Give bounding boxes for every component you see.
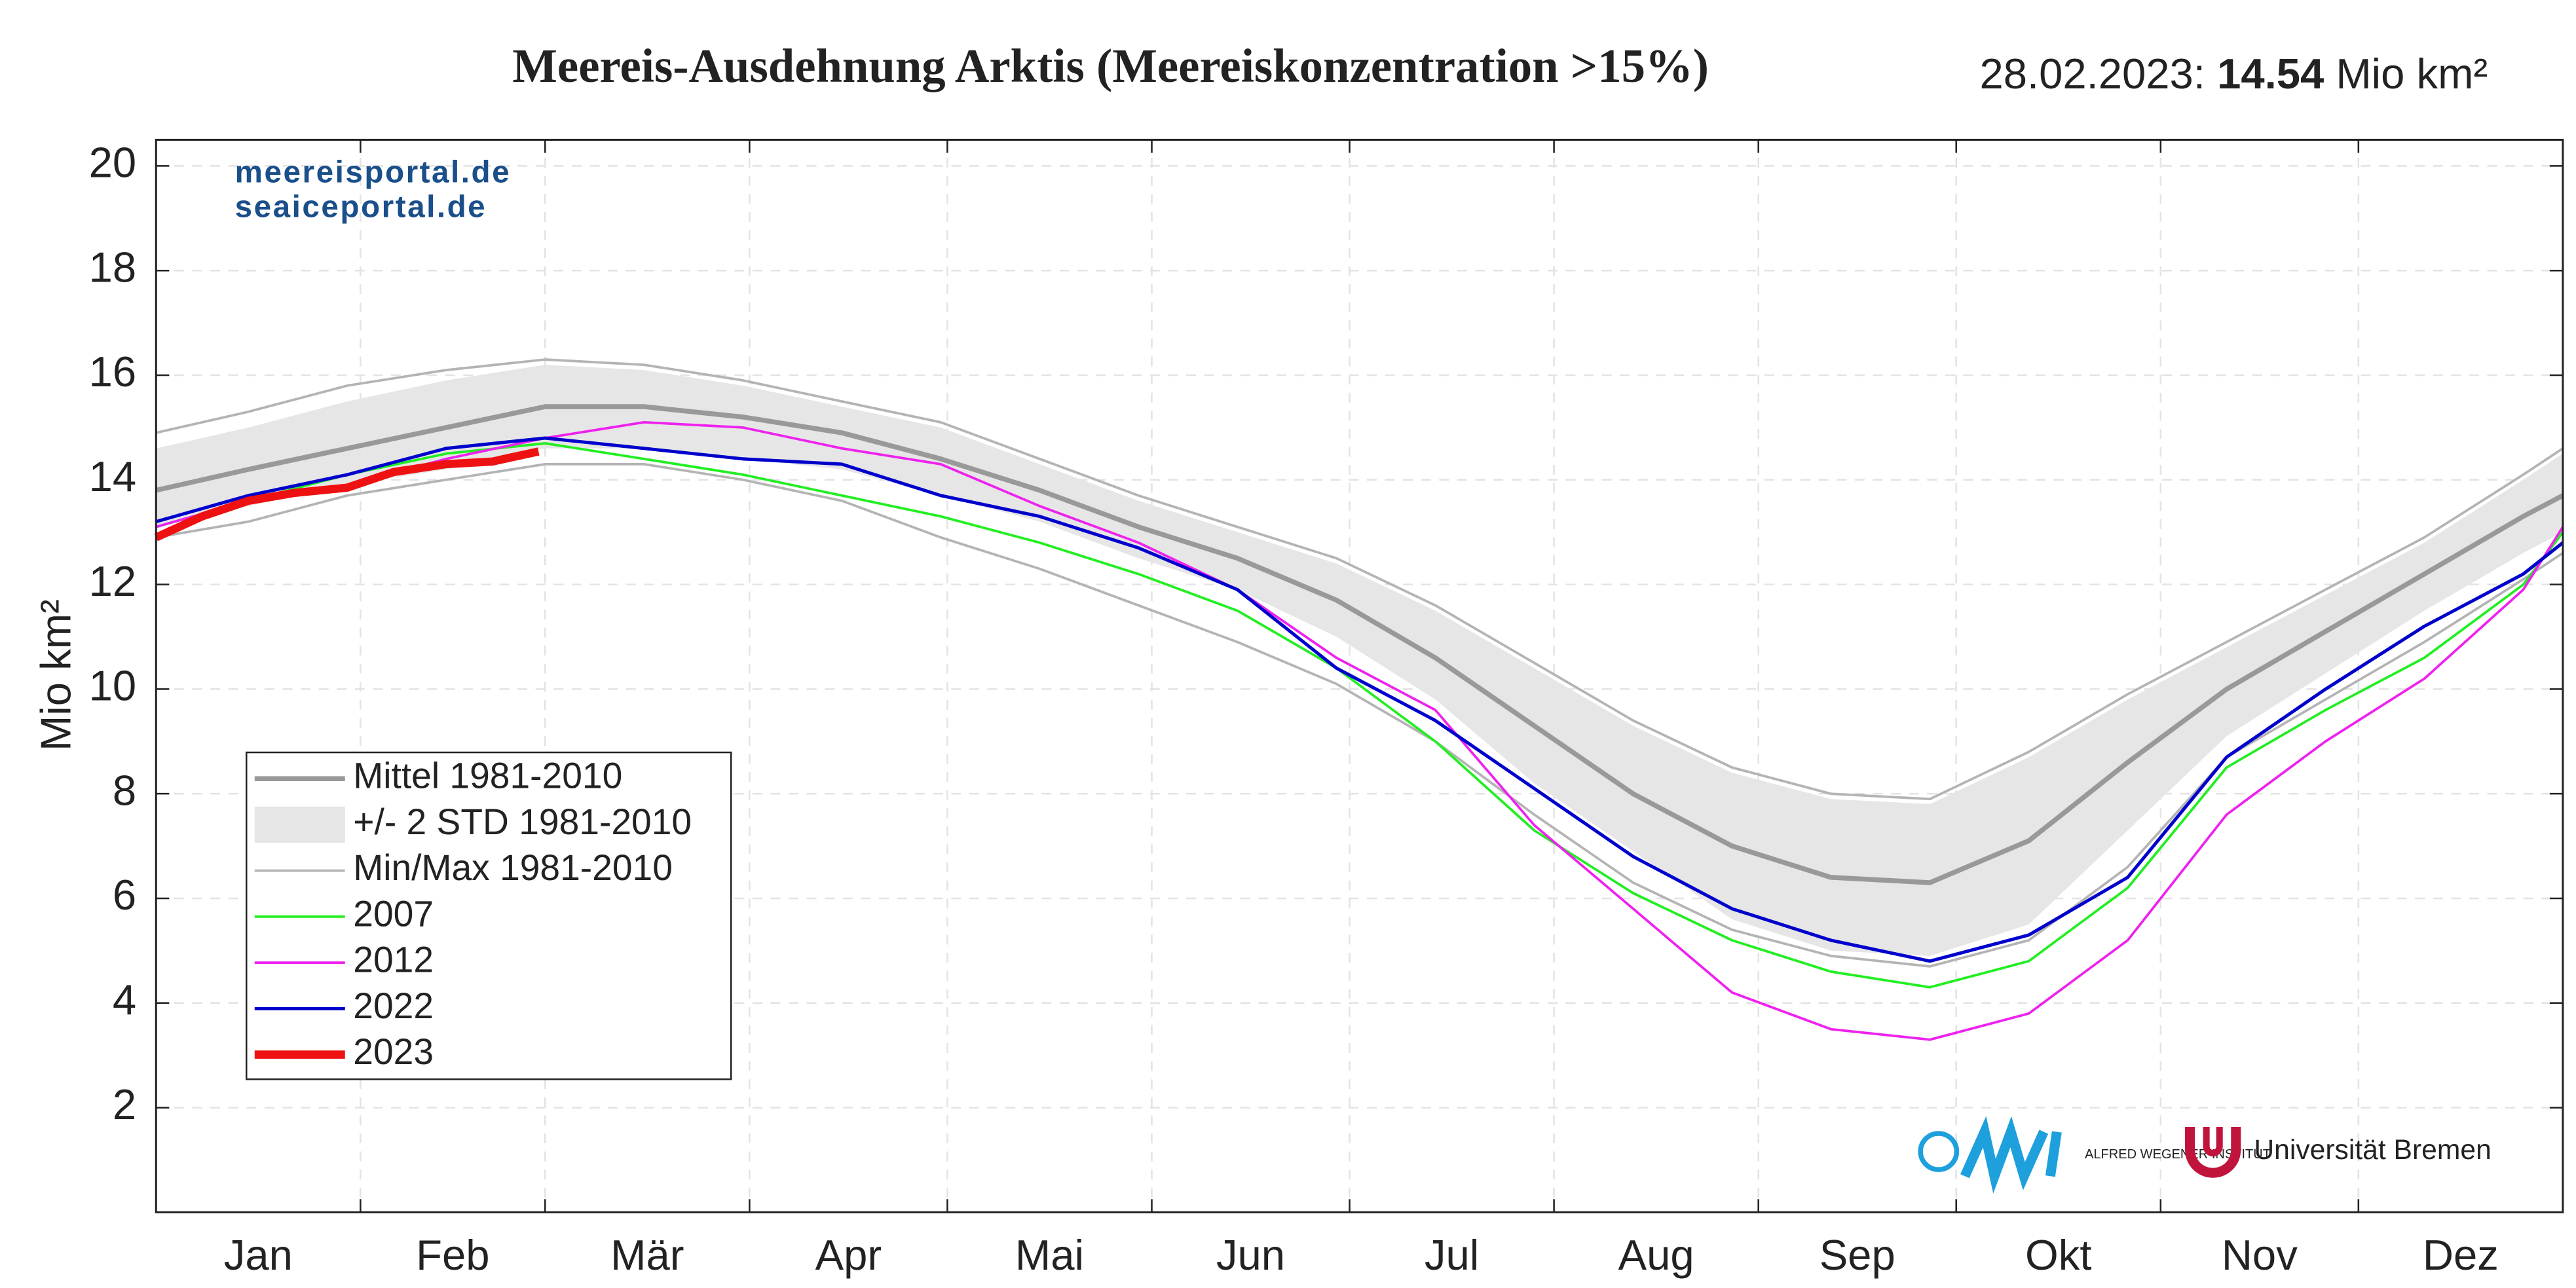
legend-label: Min/Max 1981-2010 — [353, 847, 673, 888]
awi-icon — [1918, 1131, 1960, 1172]
legend-label: Mittel 1981-2010 — [353, 756, 622, 796]
legend-label: 2023 — [353, 1031, 434, 1072]
y-tick-label: 12 — [89, 557, 137, 605]
x-tick-label: Mai — [1015, 1231, 1084, 1279]
y-tick-label: 4 — [113, 976, 136, 1023]
x-tick-label: Feb — [416, 1231, 489, 1279]
series-line — [155, 404, 2564, 885]
y-tick-label: 6 — [113, 871, 136, 919]
x-tick-label: Aug — [1618, 1231, 1694, 1279]
x-tick-label: Nov — [2222, 1231, 2298, 1279]
watermark: seaiceportal.de — [235, 189, 487, 224]
header: 28.02.2023: 14.54 Mio km² — [1979, 50, 2488, 98]
series-line — [155, 420, 2564, 1041]
legend-label: 2012 — [353, 940, 434, 980]
y-tick-label: 14 — [89, 452, 137, 500]
y-tick-label: 16 — [89, 348, 137, 396]
series-line — [155, 442, 2564, 989]
series-line — [155, 436, 2564, 963]
header-unit: Mio km² — [2336, 50, 2488, 98]
y-tick-label: 18 — [89, 243, 137, 291]
chart-title: Meereis-Ausdehnung Arktis (Meereiskonzen… — [512, 39, 1709, 92]
series-line — [154, 447, 540, 542]
y-tick-label: 10 — [89, 662, 137, 710]
x-tick-label: Apr — [815, 1231, 882, 1279]
x-tick-label: Jul — [1425, 1231, 1479, 1279]
y-tick-label: 8 — [113, 766, 136, 814]
x-tick-label: Jan — [224, 1231, 293, 1279]
x-tick-label: Sep — [1820, 1231, 1895, 1279]
std-band — [156, 365, 2563, 956]
ub-mark — [2185, 1126, 2241, 1178]
watermark: meereisportal.de — [235, 155, 511, 190]
series-line — [155, 358, 2564, 801]
awi-text: ALFRED WEGENER INSTITUT — [2085, 1147, 2271, 1162]
y-axis-label: Mio km² — [32, 599, 80, 751]
header-date: 28.02.2023: — [1979, 50, 2205, 98]
plot-frame — [155, 138, 2564, 1213]
header-value: 14.54 — [2217, 50, 2324, 98]
logos: ALFRED WEGENER INSTITUT Universität Brem… — [1918, 1116, 2492, 1194]
awi-mark — [1960, 1116, 2062, 1194]
legend-label: 2007 — [353, 893, 434, 934]
legend: Mittel 1981-2010 +/- 2 STD 1981-2010 Min/M… — [245, 751, 732, 1080]
y-tick-label: 20 — [89, 139, 137, 187]
x-tick-label: Mär — [610, 1231, 684, 1279]
legend-swatch — [254, 806, 345, 843]
ub-text: Universität Bremen — [2254, 1134, 2491, 1166]
x-tick-label: Jun — [1216, 1231, 1285, 1279]
legend-label: +/- 2 STD 1981-2010 — [353, 801, 692, 842]
y-tick-label: 2 — [113, 1080, 136, 1128]
x-tick-label: Okt — [2025, 1231, 2091, 1279]
x-tick-label: Dez — [2423, 1231, 2499, 1279]
legend-label: 2022 — [353, 985, 434, 1026]
